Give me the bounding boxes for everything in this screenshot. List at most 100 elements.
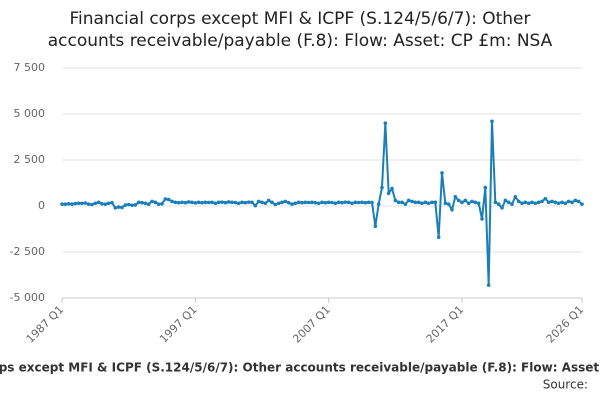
x-tick-label: 2007 Q1 xyxy=(290,303,333,346)
data-point xyxy=(433,200,438,205)
data-point xyxy=(366,200,371,205)
data-point xyxy=(416,200,421,205)
data-point xyxy=(183,200,188,205)
data-point xyxy=(540,199,544,204)
data-point xyxy=(510,202,514,206)
data-point xyxy=(543,196,548,201)
data-point xyxy=(553,200,558,205)
data-point xyxy=(456,198,461,203)
data-point xyxy=(463,198,468,203)
data-point xyxy=(493,200,498,205)
chart-title: accounts receivable/payable (F.8): Flow:… xyxy=(48,31,553,51)
data-point xyxy=(233,200,238,205)
data-point xyxy=(213,201,218,206)
data-point xyxy=(496,202,501,206)
data-point xyxy=(230,200,234,205)
data-point xyxy=(333,201,338,206)
data-point xyxy=(320,200,324,205)
y-tick-label: 7 500 xyxy=(14,61,46,74)
data-point xyxy=(470,199,474,204)
data-point xyxy=(216,200,221,205)
data-point xyxy=(430,200,434,205)
data-point xyxy=(323,200,328,205)
data-point xyxy=(326,200,331,205)
data-point xyxy=(113,206,118,210)
data-point xyxy=(76,201,81,206)
data-point xyxy=(500,206,504,210)
data-point xyxy=(250,200,254,205)
data-point xyxy=(443,201,448,206)
data-point xyxy=(60,202,64,206)
data-point xyxy=(546,200,551,205)
data-point xyxy=(116,205,121,209)
data-point xyxy=(80,201,84,206)
data-point xyxy=(446,202,451,206)
data-point xyxy=(473,200,478,205)
data-point xyxy=(166,197,171,202)
data-point xyxy=(420,201,424,206)
data-point xyxy=(96,200,101,205)
data-point xyxy=(343,200,348,204)
data-point xyxy=(296,200,301,205)
data-point xyxy=(373,224,378,229)
data-point xyxy=(163,197,168,201)
data-point xyxy=(253,203,258,208)
data-point xyxy=(316,201,321,206)
data-point xyxy=(476,201,481,206)
data-point xyxy=(426,201,431,206)
data-point xyxy=(566,199,571,204)
source: Source: xyxy=(543,378,588,392)
data-point xyxy=(513,195,518,199)
data-point xyxy=(66,201,71,206)
data-point xyxy=(103,202,108,206)
y-tick-label: 2 500 xyxy=(14,153,46,166)
data-point xyxy=(350,201,354,206)
data-point xyxy=(393,198,398,203)
data-point xyxy=(206,200,211,205)
data-point xyxy=(396,200,401,205)
data-point xyxy=(156,202,161,206)
x-tick-label: 1987 Q1 xyxy=(24,303,67,346)
data-point xyxy=(340,200,344,205)
data-point xyxy=(170,199,174,204)
data-point xyxy=(576,199,581,204)
y-tick-label: 5 000 xyxy=(14,107,46,120)
data-point xyxy=(246,200,251,204)
data-point xyxy=(580,202,584,206)
data-point xyxy=(193,201,198,205)
data-point xyxy=(330,200,334,205)
chart-title: Financial corps except MFI & ICPF (S.124… xyxy=(69,9,530,29)
data-point xyxy=(536,200,541,205)
data-point xyxy=(110,200,114,205)
data-point xyxy=(130,203,134,208)
data-point xyxy=(260,200,264,205)
data-point xyxy=(460,200,464,205)
data-point xyxy=(226,200,231,204)
data-point xyxy=(406,198,411,203)
data-point xyxy=(346,200,351,205)
data-point xyxy=(70,202,74,206)
data-point xyxy=(280,200,284,205)
data-point xyxy=(376,202,381,206)
data-point xyxy=(356,200,361,205)
data-point xyxy=(370,200,374,205)
data-point xyxy=(186,200,191,204)
data-point xyxy=(73,201,78,206)
data-point xyxy=(173,200,178,205)
data-point xyxy=(276,201,281,206)
y-tick-label: -5 000 xyxy=(10,291,45,304)
data-point xyxy=(153,200,158,205)
data-point xyxy=(160,201,164,206)
data-point xyxy=(533,201,538,206)
data-point xyxy=(526,201,531,206)
data-point xyxy=(436,235,441,240)
x-axis-label: Financial corps except MFI & ICPF (S.124… xyxy=(0,361,600,375)
data-point xyxy=(560,200,564,205)
data-point xyxy=(90,202,94,207)
data-point xyxy=(123,203,128,207)
data-point xyxy=(520,201,524,206)
data-point xyxy=(100,201,104,206)
data-point xyxy=(210,200,214,205)
data-point xyxy=(303,200,308,205)
